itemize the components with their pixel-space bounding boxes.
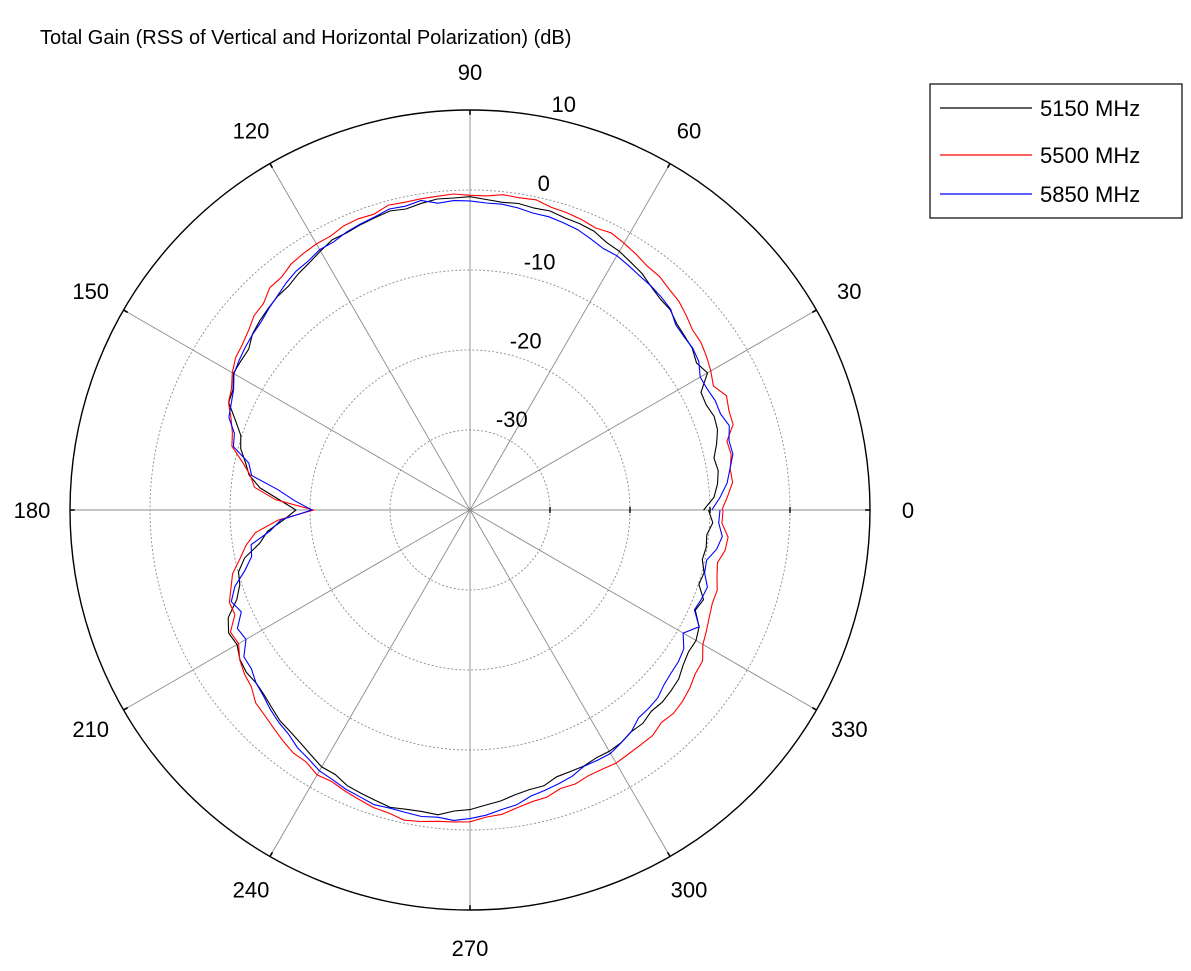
outer-tick-30 (811, 309, 817, 314)
angle-label-0: 0 (902, 498, 914, 523)
series-line-0 (227, 196, 719, 816)
spoke-210 (123, 509, 471, 711)
angle-label-60: 60 (677, 119, 701, 144)
radial-tick-label: 0 (538, 171, 550, 196)
legend: 5150 MHz 5500 MHz 5850 MHz (929, 83, 1183, 219)
angle-label-180: 180 (14, 498, 51, 523)
outer-tick-300 (666, 851, 671, 857)
spoke-300 (469, 509, 671, 857)
legend-label-5500: 5500 MHz (1040, 143, 1140, 168)
angle-tick-labels: 0 30 60 90 120 150 180 210 240 270 300 330 (14, 60, 914, 961)
series-line-2 (228, 199, 734, 821)
radial-tick-label: 10 (552, 92, 576, 117)
outer-tick-120 (269, 163, 274, 169)
polar-grid (69, 109, 871, 911)
chart-title: Total Gain (RSS of Vertical and Horizont… (40, 27, 571, 49)
radial-tick-labels: -30 -20 -10 0 10 (496, 92, 576, 432)
angle-label-240: 240 (233, 877, 270, 902)
spoke-150 (123, 309, 471, 511)
legend-label-5150: 5150 MHz (1040, 96, 1140, 121)
outer-tick-330 (811, 706, 817, 711)
angle-label-30: 30 (837, 279, 861, 304)
angle-label-300: 300 (671, 877, 708, 902)
series-line-1 (227, 193, 734, 823)
spoke-30 (469, 309, 817, 511)
angle-label-120: 120 (233, 119, 270, 144)
radial-tick-label: -10 (524, 250, 556, 275)
angle-label-330: 330 (831, 717, 868, 742)
legend-box (929, 83, 1183, 219)
radial-tick-label: -20 (510, 328, 542, 353)
spoke-60 (469, 163, 671, 511)
angle-label-90: 90 (458, 60, 482, 85)
outer-tick-210 (123, 706, 129, 711)
series-lines (227, 193, 734, 823)
angle-label-270: 270 (452, 936, 489, 961)
legend-label-5850: 5850 MHz (1040, 182, 1140, 207)
angle-label-210: 210 (72, 717, 109, 742)
angle-label-150: 150 (72, 279, 109, 304)
spoke-240 (269, 509, 471, 857)
radial-tick-label: -30 (496, 407, 528, 432)
spoke-330 (469, 509, 817, 711)
outer-tick-60 (666, 163, 671, 169)
spoke-120 (269, 163, 471, 511)
outer-tick-150 (123, 309, 129, 314)
outer-tick-240 (269, 851, 274, 857)
